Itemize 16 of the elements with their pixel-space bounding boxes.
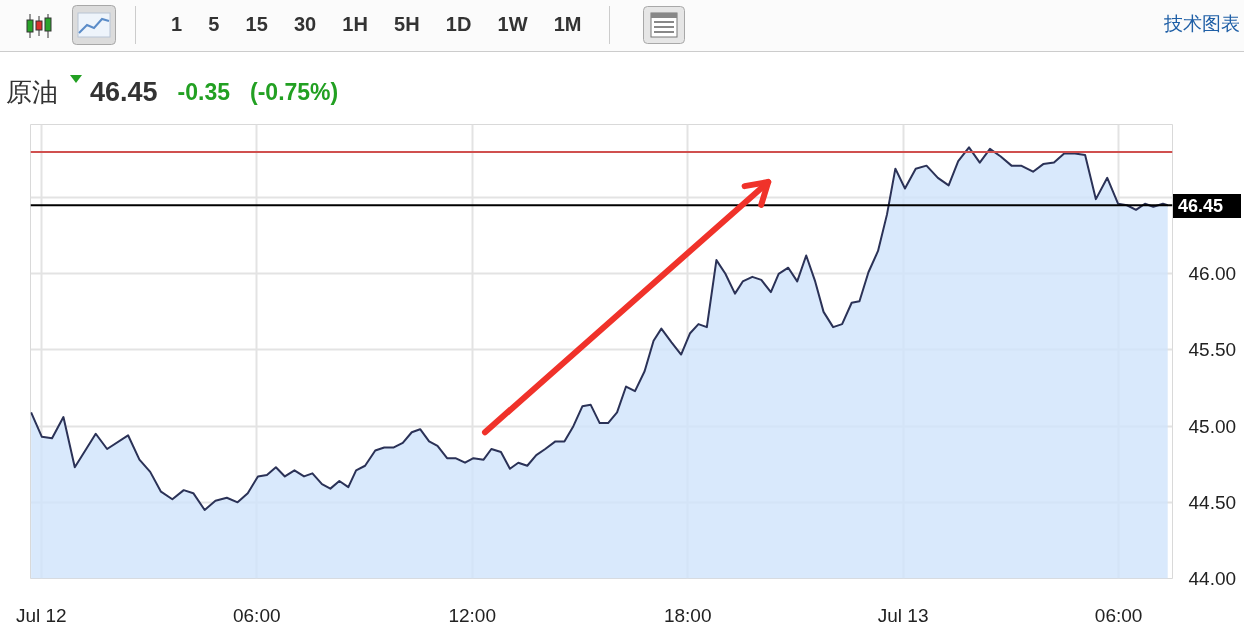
- text: 技术图表: [1164, 12, 1240, 36]
- y-tick-label: 46.00: [1188, 263, 1237, 285]
- ref-line-label: 46.45: [1173, 193, 1241, 218]
- x-tick-label: 18:00: [663, 604, 712, 626]
- x-tick-label: Jul 12: [15, 604, 67, 626]
- x-tick-label: Jul 13: [877, 604, 929, 626]
- y-tick-label: 45.00: [1188, 415, 1237, 437]
- x-tick-label: 06:00: [232, 604, 281, 626]
- chart-subtitle: 46.45 -0.35 (-0.75%): [90, 76, 339, 110]
- x-tick-label: 12:00: [448, 604, 496, 626]
- y-tick-label: 44.50: [1188, 491, 1237, 513]
- y-tick-label: 44.00: [1188, 568, 1237, 589]
- chart-title: 原油: [6, 75, 58, 109]
- y-tick-label: 45.50: [1188, 339, 1237, 361]
- x-tick-label: 06:00: [1094, 604, 1143, 626]
- text: 1 5 15 30 1H 5H 1D 1W 1M: [171, 12, 582, 37]
